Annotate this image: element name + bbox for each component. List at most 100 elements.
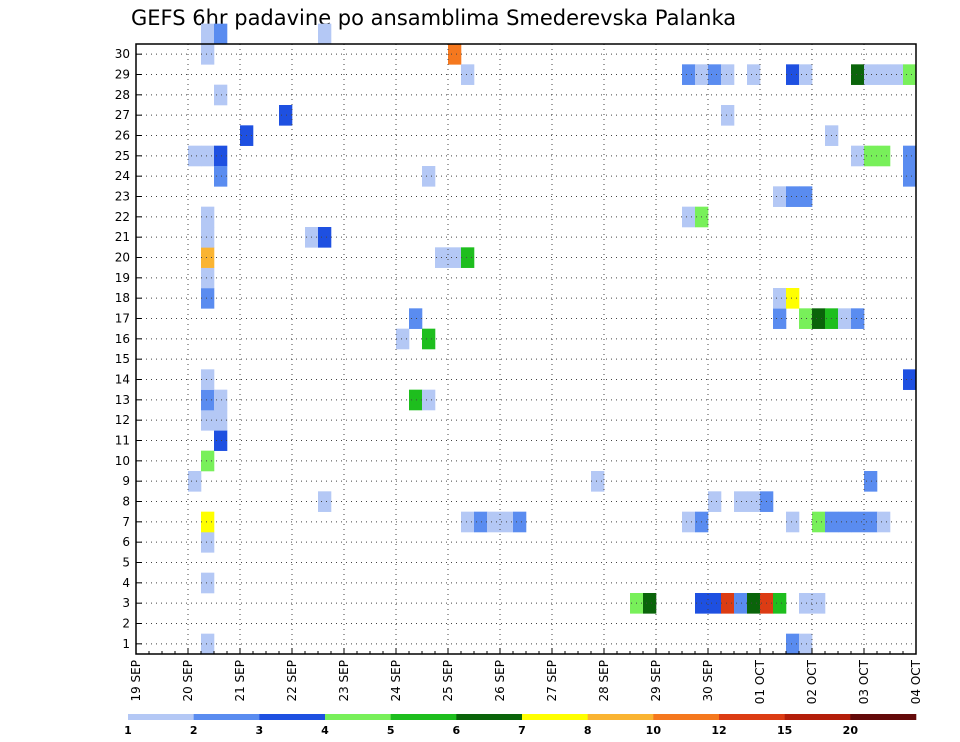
y-tick-label: 29: [115, 68, 130, 82]
y-tick-label: 10: [115, 454, 130, 468]
heatmap-cell: [812, 593, 826, 614]
heatmap-cell: [903, 64, 917, 85]
heatmap-cell: [708, 593, 722, 614]
heatmap-cell: [214, 166, 228, 187]
legend-swatch: [259, 714, 326, 720]
heatmap-cell: [422, 166, 436, 187]
heatmap-cell: [864, 511, 878, 533]
chart-title: GEFS 6hr padavine po ansamblima Smederev…: [131, 6, 736, 30]
x-tick-label: 30 SEP: [701, 660, 715, 702]
heatmap-cell: [734, 491, 748, 512]
heatmap-cell: [877, 145, 891, 167]
heatmap-cell: [201, 23, 215, 45]
heatmap-cell: [487, 511, 501, 533]
heatmap-cell: [799, 64, 813, 85]
heatmap-cell: [643, 593, 657, 614]
y-tick-label: 9: [122, 474, 130, 488]
y-tick-label: 5: [122, 556, 130, 570]
y-tick-label: 17: [115, 312, 130, 326]
heatmap-cell: [201, 145, 215, 167]
legend-label: 6: [453, 724, 461, 737]
y-tick-label: 3: [122, 596, 130, 610]
heatmap-cell: [461, 64, 475, 85]
heatmap-cell: [799, 186, 813, 207]
x-tick-label: 22 SEP: [285, 660, 299, 702]
heatmap-cell: [214, 389, 228, 411]
heatmap-cell: [851, 308, 865, 329]
y-tick-label: 22: [115, 210, 130, 224]
x-tick-label: 21 SEP: [233, 660, 247, 702]
y-tick-label: 26: [115, 129, 130, 143]
heatmap-cell: [838, 308, 852, 329]
legend-swatch: [587, 714, 654, 720]
heatmap-cell: [851, 511, 865, 533]
x-tick-label: 23 SEP: [337, 660, 351, 702]
heatmap-cell: [682, 206, 696, 228]
heatmap-cell: [591, 471, 605, 492]
heatmap-cell: [786, 186, 800, 207]
legend-swatch: [456, 714, 523, 720]
heatmap-cell: [214, 430, 228, 451]
legend-swatch: [850, 714, 917, 720]
y-tick-label: 11: [115, 434, 130, 448]
legend-label: 5: [387, 724, 395, 737]
heatmap-cell: [513, 511, 527, 533]
y-tick-label: 30: [115, 47, 130, 61]
heatmap-cell: [461, 247, 475, 268]
heatmap-cell: [851, 145, 865, 167]
heatmap-cell: [786, 288, 800, 309]
heatmap-cell: [864, 471, 878, 492]
heatmap-cell: [721, 105, 735, 126]
heatmap-cell: [409, 308, 423, 329]
heatmap-cell: [903, 166, 917, 187]
heatmap-cell: [851, 64, 865, 85]
y-tick-label: 12: [115, 413, 130, 427]
y-tick-label: 6: [122, 535, 130, 549]
heatmap-cell: [201, 44, 215, 65]
y-tick-label: 28: [115, 88, 130, 102]
heatmap-cell: [214, 84, 228, 106]
legend-swatch: [390, 714, 457, 720]
y-tick-label: 7: [122, 515, 130, 529]
heatmap-cell: [461, 511, 475, 533]
y-tick-label: 16: [115, 332, 130, 346]
x-tick-label: 24 SEP: [389, 660, 403, 702]
heatmap-cell: [747, 593, 761, 614]
y-tick-label: 13: [115, 393, 130, 407]
y-tick-label: 2: [122, 617, 130, 631]
x-tick-label: 19 SEP: [129, 660, 143, 702]
x-tick-label: 01 OCT: [753, 659, 767, 704]
heatmap-cell: [903, 145, 917, 167]
legend-label: 7: [518, 724, 526, 737]
heatmap-cell: [396, 328, 410, 350]
y-tick-label: 21: [115, 230, 130, 244]
heatmap-cell: [864, 64, 878, 85]
legend-swatch: [653, 714, 720, 720]
x-tick-label: 20 SEP: [181, 660, 195, 702]
x-tick-label: 27 SEP: [545, 660, 559, 702]
heatmap-cell: [734, 593, 748, 614]
y-tick-label: 20: [115, 251, 130, 265]
x-tick-label: 04 OCT: [909, 659, 923, 704]
heatmap-cell: [799, 593, 813, 614]
heatmap-cell: [682, 511, 696, 533]
cells-layer: [188, 23, 917, 655]
heatmap-cell: [708, 64, 722, 85]
heatmap-cell: [786, 633, 800, 655]
legend-swatch: [784, 714, 851, 720]
heatmap-cell: [422, 328, 436, 350]
y-tick-label: 14: [115, 373, 130, 387]
heatmap-cell: [214, 23, 228, 45]
heatmap-cell: [201, 267, 215, 289]
x-tick-label: 25 SEP: [441, 660, 455, 702]
legend: 1 2 3 4 5 6 7 8 10 12 15 20: [124, 714, 917, 737]
heatmap-cell: [812, 308, 826, 329]
legend-label: 20: [843, 724, 859, 737]
y-tick-label: 23: [115, 190, 130, 204]
y-tick-label: 1: [122, 637, 130, 651]
x-tick-label: 02 OCT: [805, 659, 819, 704]
heatmap-cell: [747, 64, 761, 85]
heatmap-cell: [682, 64, 696, 85]
heatmap-cell: [201, 369, 215, 390]
